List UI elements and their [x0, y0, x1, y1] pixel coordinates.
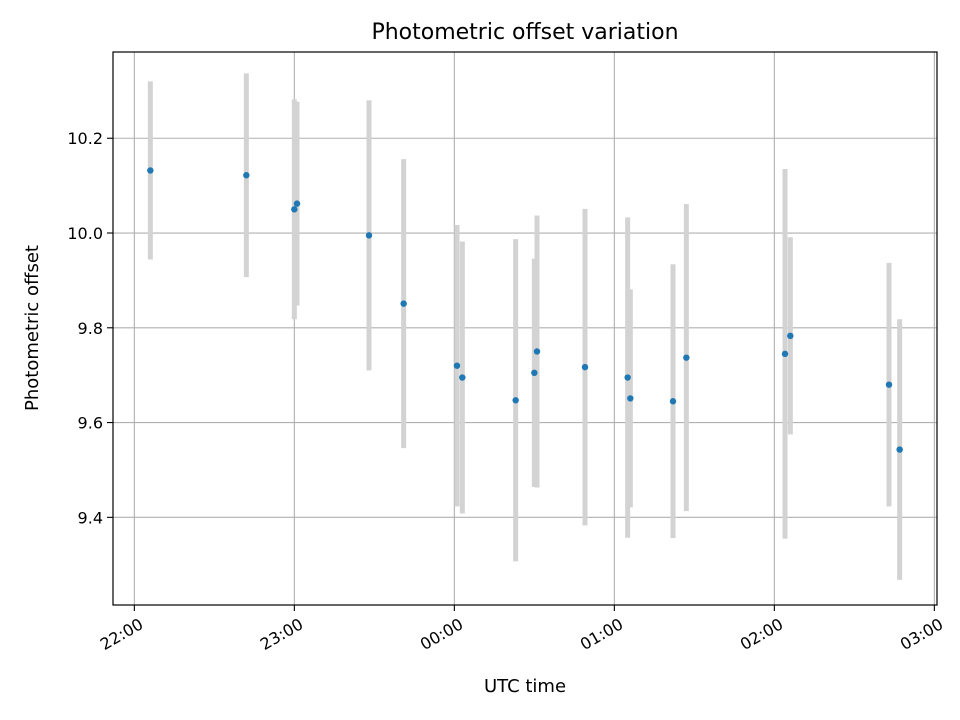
- data-point: [627, 395, 634, 402]
- y-tick-label: 9.8: [78, 319, 103, 338]
- data-point: [581, 363, 589, 371]
- data-point: [669, 398, 677, 405]
- data-point: [885, 381, 893, 388]
- data-point: [293, 200, 301, 207]
- data-point: [291, 206, 298, 213]
- plot-frame: [112, 51, 938, 606]
- data-point: [365, 232, 373, 239]
- data-point: [459, 374, 466, 381]
- data-point: [512, 397, 519, 404]
- data-point: [624, 374, 631, 381]
- y-tick-label: 10.0: [67, 224, 103, 243]
- chart-title: Photometric offset variation: [371, 20, 678, 45]
- data-point: [243, 172, 250, 179]
- data-point: [147, 167, 154, 174]
- data-point: [683, 354, 690, 361]
- y-tick-label: 9.4: [78, 508, 103, 527]
- x-axis-label: UTC time: [484, 676, 566, 697]
- data-point: [896, 446, 903, 453]
- y-axis-label: Photometric offset: [22, 245, 43, 411]
- y-tick-label: 9.6: [78, 414, 103, 433]
- data-point: [787, 332, 794, 340]
- data-point: [781, 350, 789, 358]
- data-points: [147, 167, 903, 453]
- data-point: [453, 362, 461, 369]
- data-point: [531, 369, 538, 377]
- data-point: [400, 300, 407, 307]
- data-point: [533, 348, 541, 355]
- y-axis-ticks: 9.4 9.6 9.8 10.0 10.2: [67, 129, 113, 527]
- y-tick-label: 10.2: [67, 129, 103, 148]
